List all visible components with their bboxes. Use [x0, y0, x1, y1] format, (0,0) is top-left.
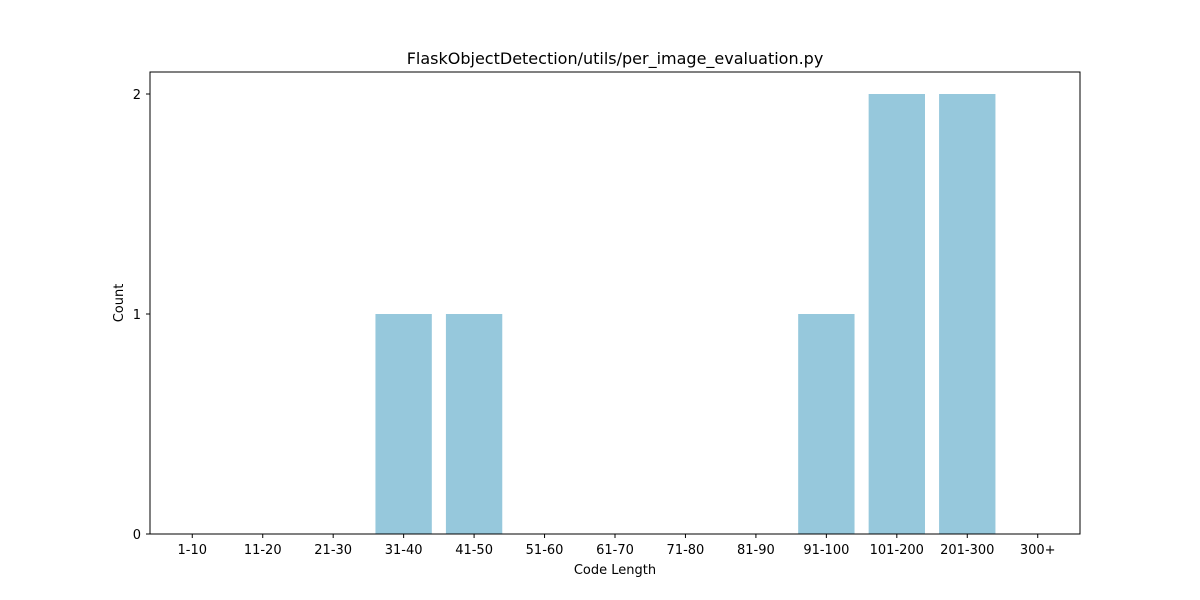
y-tick-label: 2	[133, 88, 141, 103]
x-tick-label: 101-200	[870, 543, 924, 558]
x-axis-label: Code Length	[574, 563, 656, 578]
bars-group	[375, 94, 996, 534]
bar-41-50	[445, 314, 503, 534]
bar-31-40	[375, 314, 432, 534]
y-axis-label: Count	[112, 284, 127, 323]
x-tick-label: 41-50	[455, 543, 493, 558]
x-tick-label: 91-100	[803, 543, 849, 558]
y-tick-label: 1	[133, 308, 141, 323]
bar-101-200	[868, 94, 925, 534]
x-tick-label: 31-40	[385, 543, 423, 558]
x-tick-label: 21-30	[314, 543, 352, 558]
bar-201-300	[939, 94, 996, 534]
x-tick-label: 81-90	[737, 543, 775, 558]
x-tick-label: 300+	[1020, 543, 1056, 558]
y-tick-label: 0	[133, 528, 141, 543]
x-tick-label: 11-20	[244, 543, 282, 558]
x-tick-label: 1-10	[178, 543, 208, 558]
x-tick-label: 71-80	[667, 543, 705, 558]
x-tick-label: 51-60	[526, 543, 564, 558]
chart-title: FlaskObjectDetection/utils/per_image_eva…	[407, 49, 824, 69]
y-axis: 0 1 2	[133, 88, 150, 543]
x-axis: 1-10 11-20 21-30 31-40 41-50 51-60 61-70 71-80 8…	[178, 534, 1056, 558]
x-tick-label: 61-70	[596, 543, 634, 558]
x-tick-label: 201-300	[940, 543, 994, 558]
bar-91-100	[798, 314, 855, 534]
